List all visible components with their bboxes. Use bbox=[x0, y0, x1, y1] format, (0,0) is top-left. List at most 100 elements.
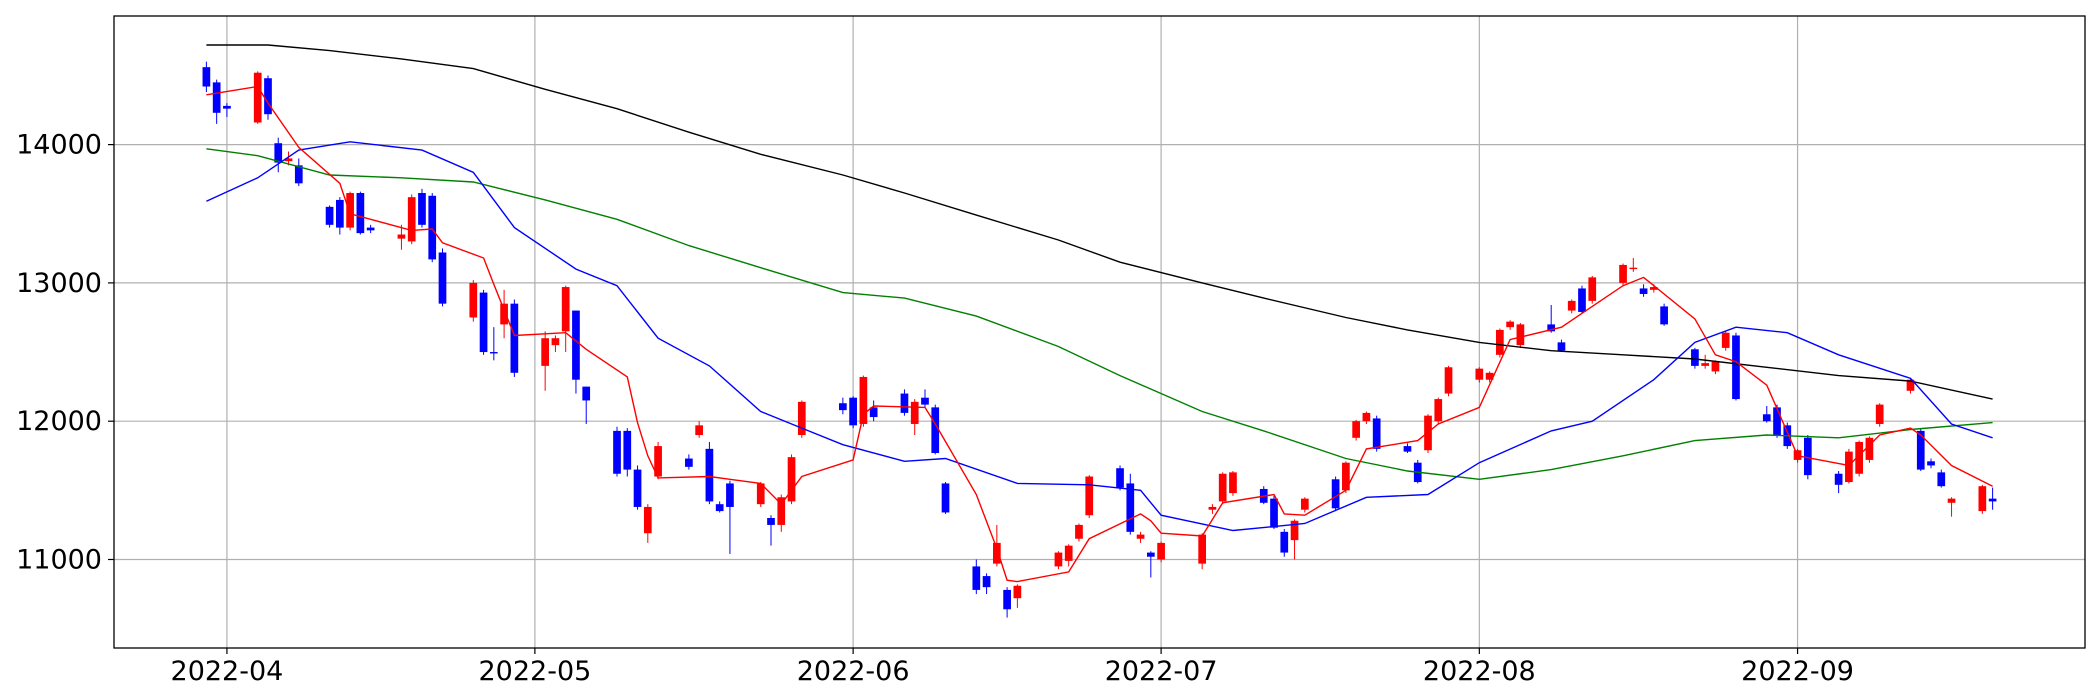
candle-body bbox=[202, 67, 211, 87]
candle-body bbox=[767, 518, 775, 525]
candle-body bbox=[1013, 585, 1022, 599]
x-tick-label: 2022-06 bbox=[797, 656, 910, 687]
candle-body bbox=[489, 352, 498, 354]
x-tick-label: 2022-04 bbox=[171, 656, 284, 687]
candle-body bbox=[695, 425, 703, 436]
x-tick-label: 2022-07 bbox=[1105, 656, 1218, 687]
candle-body bbox=[705, 448, 714, 502]
candle-body bbox=[992, 542, 1001, 564]
candle-body bbox=[1157, 542, 1165, 560]
candle-body bbox=[428, 195, 437, 260]
candle-body bbox=[346, 193, 354, 228]
candle-body bbox=[941, 483, 950, 513]
moving-average-line bbox=[206, 141, 1993, 532]
candle-body bbox=[438, 252, 447, 304]
candle-body bbox=[1762, 414, 1771, 422]
candle-body bbox=[418, 193, 426, 225]
candle-body bbox=[1578, 288, 1586, 312]
candle-body bbox=[1988, 498, 1997, 502]
candle-body bbox=[797, 401, 806, 436]
candle-body bbox=[1198, 534, 1207, 564]
candle-body bbox=[1619, 264, 1627, 283]
candle-body bbox=[1588, 277, 1597, 301]
candle-body bbox=[1331, 479, 1340, 509]
candle-body bbox=[839, 403, 847, 411]
plot-frame bbox=[113, 15, 2086, 649]
candle-body bbox=[1064, 545, 1073, 561]
candle-body bbox=[1649, 287, 1658, 290]
candle-body bbox=[1362, 412, 1371, 422]
candle-body bbox=[500, 303, 508, 325]
candle-body bbox=[223, 105, 231, 109]
x-tick-label: 2022-05 bbox=[478, 656, 591, 687]
candle-body bbox=[1054, 552, 1063, 567]
candle-body bbox=[1691, 349, 1699, 366]
candle-body bbox=[1218, 473, 1227, 502]
moving-average-line bbox=[206, 148, 1993, 481]
candle-body bbox=[715, 504, 724, 512]
candle-body bbox=[1978, 486, 1987, 512]
candle-body bbox=[1136, 534, 1145, 539]
candle-body bbox=[264, 78, 272, 115]
candle-body bbox=[1280, 531, 1289, 553]
candle-body bbox=[1342, 462, 1350, 491]
candle-body bbox=[551, 338, 560, 346]
candle-body bbox=[1506, 321, 1514, 328]
candle-body bbox=[1629, 267, 1638, 270]
candle-body bbox=[1403, 446, 1412, 452]
x-tick-label: 2022-08 bbox=[1423, 656, 1536, 687]
candle-body bbox=[1516, 324, 1525, 346]
candle-body bbox=[253, 72, 262, 123]
candle-body bbox=[1906, 379, 1915, 391]
candle-body bbox=[1937, 472, 1946, 487]
candle-body bbox=[212, 82, 221, 113]
candle-body bbox=[335, 199, 344, 228]
candle-body bbox=[541, 338, 550, 366]
candle-body bbox=[407, 197, 416, 242]
candle-body bbox=[1660, 306, 1668, 325]
moving-average-line bbox=[206, 85, 1993, 583]
candle-body bbox=[1773, 407, 1781, 436]
candle-body bbox=[561, 287, 570, 332]
candle-body bbox=[982, 576, 991, 588]
candle-body bbox=[1834, 473, 1843, 485]
candle-body bbox=[1875, 404, 1884, 424]
candle-body bbox=[1845, 451, 1853, 483]
candle-body bbox=[1947, 498, 1956, 503]
candle-body bbox=[1075, 524, 1083, 539]
candle-body bbox=[787, 457, 796, 502]
y-tick-label: 13000 bbox=[16, 268, 102, 299]
candle-body bbox=[910, 401, 919, 424]
candle-body bbox=[654, 446, 662, 477]
candle-body bbox=[643, 506, 652, 534]
x-tick-label: 2022-09 bbox=[1741, 656, 1854, 687]
candle-body bbox=[1434, 399, 1443, 422]
grid: 2022-04 2022-05 2022-06 2022-07 2022-08 2022-… bbox=[16, 16, 2085, 687]
candle-body bbox=[900, 393, 909, 413]
moving-average-line bbox=[206, 44, 1993, 400]
candle-body bbox=[972, 566, 981, 590]
candle-body bbox=[284, 158, 293, 162]
candle-body bbox=[685, 458, 693, 467]
candle-body bbox=[726, 483, 734, 507]
candle-body bbox=[1721, 332, 1730, 348]
y-tick-label: 11000 bbox=[16, 544, 102, 575]
candle-body bbox=[1372, 418, 1381, 449]
y-tick-label: 14000 bbox=[16, 130, 102, 161]
candle-body bbox=[1208, 506, 1217, 510]
candle-body bbox=[325, 206, 334, 225]
candle-body bbox=[613, 430, 621, 474]
candle-body bbox=[1126, 483, 1135, 532]
candle-body bbox=[1352, 421, 1360, 438]
candle-body bbox=[1270, 498, 1278, 528]
candle-body bbox=[1639, 288, 1648, 294]
candle-body bbox=[1475, 368, 1484, 380]
candle-body bbox=[1146, 552, 1155, 557]
candle-body bbox=[931, 407, 940, 454]
candle-body bbox=[869, 407, 878, 418]
y-tick-label: 12000 bbox=[16, 406, 102, 437]
candle-body bbox=[1485, 372, 1494, 380]
candle-body bbox=[1116, 468, 1124, 488]
candle-body bbox=[397, 234, 406, 239]
